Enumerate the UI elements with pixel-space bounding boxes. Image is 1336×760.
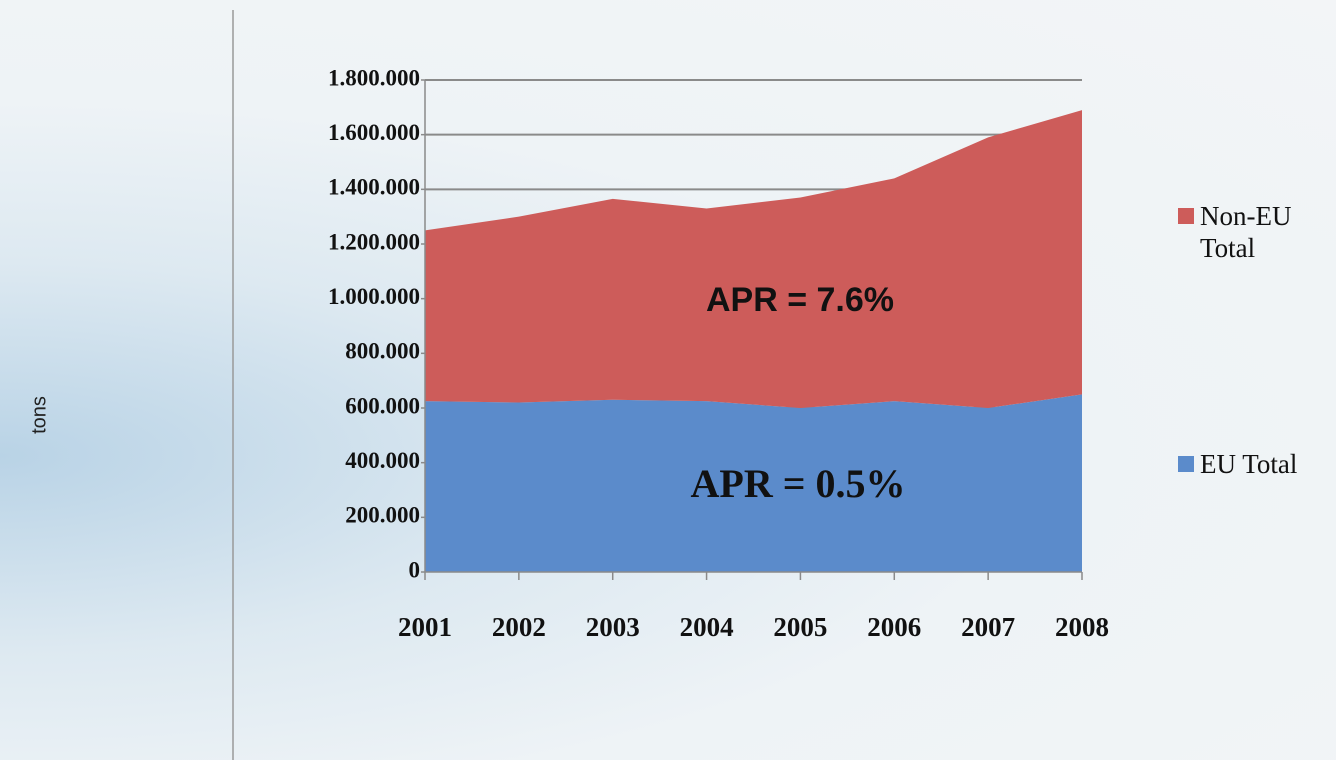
- legend-label: Non-EU Total: [1200, 201, 1292, 263]
- x-tick-label: 2005: [773, 612, 827, 642]
- x-tick-label: 2008: [1055, 612, 1109, 642]
- annotation: APR = 7.6%: [706, 281, 894, 319]
- x-tick-label: 2002: [492, 612, 546, 642]
- y-tick-label: 1.200.000: [328, 229, 420, 254]
- y-tick-label: 600.000: [345, 393, 420, 418]
- x-tick-label: 2004: [680, 612, 734, 642]
- x-tick-label: 2003: [586, 612, 640, 642]
- area: [425, 110, 1082, 409]
- legend-swatch: [1178, 208, 1194, 224]
- y-tick-label: 1.400.000: [328, 175, 420, 200]
- y-tick-label: 400.000: [345, 448, 420, 473]
- x-tick-label: 2006: [867, 612, 921, 642]
- y-tick-label: 1.800.000: [328, 65, 420, 90]
- annotation: APR = 0.5%: [691, 461, 906, 506]
- y-tick-label: 800.000: [345, 339, 420, 364]
- x-tick-label: 2001: [398, 612, 452, 642]
- legend-item: Non-EU Total: [1178, 200, 1310, 264]
- y-tick-label: 1.000.000: [328, 284, 420, 309]
- y-tick-label: 1.600.000: [328, 120, 420, 145]
- y-tick-label: 0: [409, 557, 421, 582]
- area: [425, 394, 1082, 572]
- x-tick-label: 2007: [961, 612, 1015, 642]
- legend-swatch: [1178, 456, 1194, 472]
- y-tick-label: 200.000: [345, 503, 420, 528]
- legend-label: EU Total: [1200, 449, 1298, 479]
- legend-item: EU Total: [1178, 448, 1330, 480]
- y-axis-label: tons: [28, 396, 50, 434]
